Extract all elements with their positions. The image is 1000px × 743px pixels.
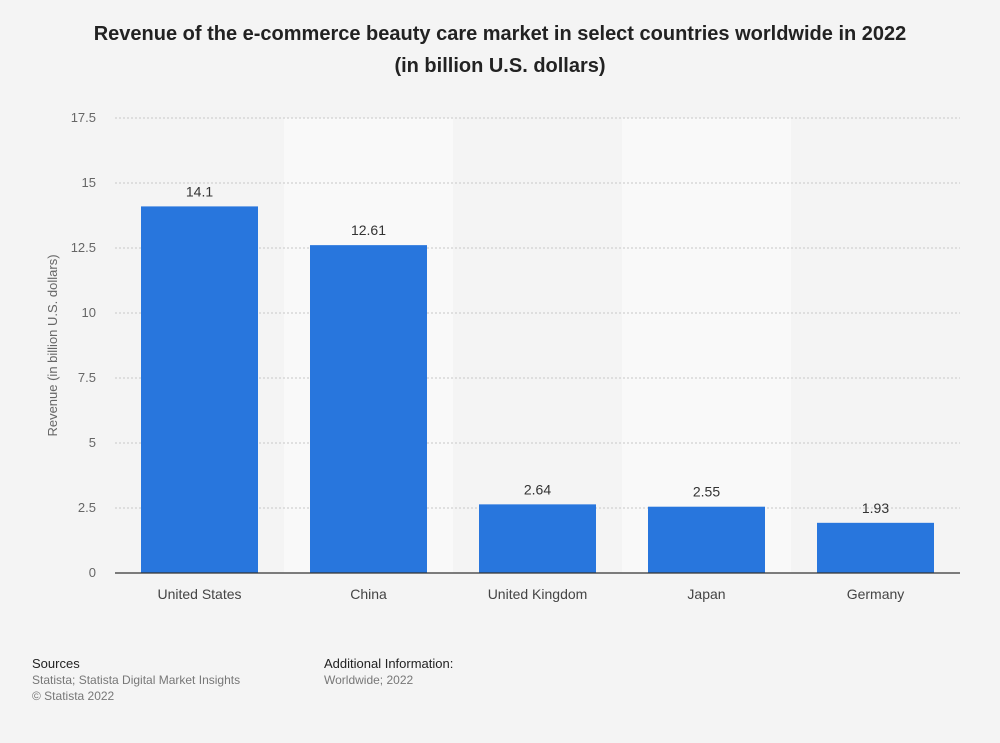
bar-1 [310,245,427,573]
y-tick-label-5: 12.5 [71,240,96,255]
category-label-0: United States [157,586,241,602]
value-label-2: 2.64 [524,481,551,497]
band-bg-3 [622,118,791,573]
value-label-1: 12.61 [351,222,386,238]
y-tick-label-4: 10 [82,305,96,320]
additional-info-text: Worldwide; 2022 [324,673,414,687]
footer: Sources Statista; Statista Digital Marke… [32,656,992,716]
value-label-0: 14.1 [186,183,213,199]
y-tick-label-3: 7.5 [78,370,96,385]
sources-heading: Sources [32,656,80,671]
y-tick-label-1: 2.5 [78,500,96,515]
bar-3 [648,506,765,573]
y-tick-label-0: 0 [89,565,96,580]
chart-title-line-2: (in billion U.S. dollars) [394,55,606,77]
category-label-3: Japan [687,586,725,602]
category-label-1: China [350,586,387,602]
y-axis-title: Revenue (in billion U.S. dollars) [45,254,60,436]
y-tick-label-6: 15 [82,175,96,190]
value-label-4: 1.93 [862,500,889,516]
bar-4 [817,522,934,573]
category-label-2: United Kingdom [488,586,588,602]
additional-info-block: Additional Information: Worldwide; 2022 [324,656,453,688]
sources-block: Sources Statista; Statista Digital Marke… [32,656,240,704]
value-label-3: 2.55 [693,484,720,500]
additional-info-heading: Additional Information: [324,656,454,671]
chart-title: Revenue of the e-commerce beauty care ma… [0,18,1000,82]
category-label-4: Germany [847,586,905,602]
y-tick-label-7: 17.5 [71,110,96,125]
chart-title-line-1: Revenue of the e-commerce beauty care ma… [93,23,907,45]
copyright-text: © Statista 2022 [32,689,115,703]
sources-text: Statista; Statista Digital Market Insigh… [32,673,241,687]
y-tick-label-2: 5 [89,435,96,450]
bar-2 [479,504,596,573]
bar-0 [141,206,258,573]
